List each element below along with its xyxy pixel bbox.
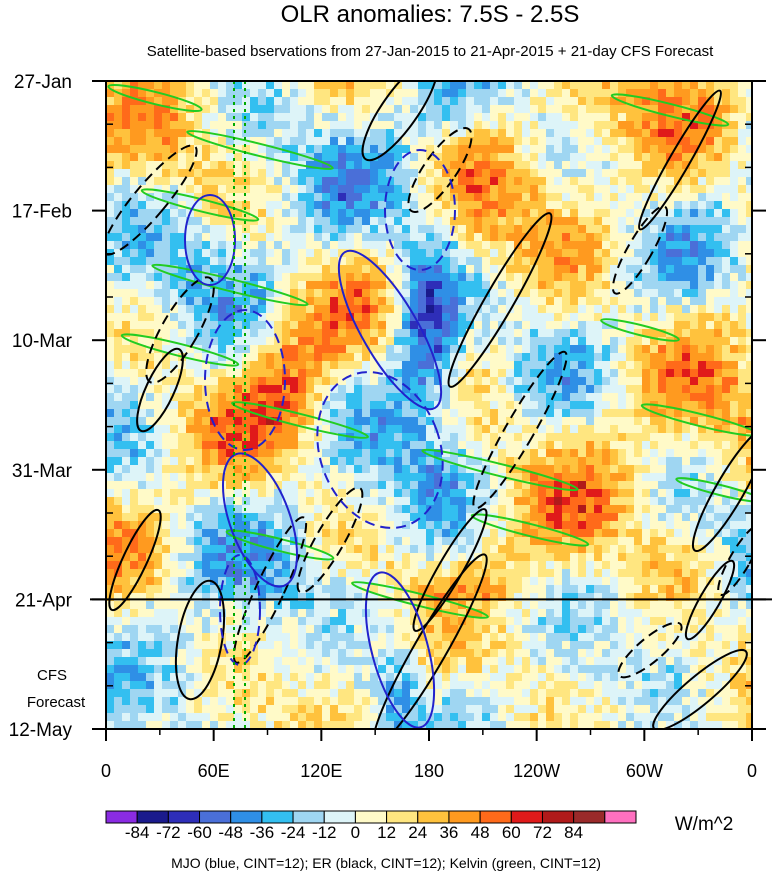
er-contours [108,81,752,729]
colorbar-swatch [199,810,232,824]
y-tick-label: 17-Feb [12,202,72,223]
colorbar-label: -12 [312,823,337,842]
colorbar-swatch [136,810,169,824]
mjo-contours [184,194,443,729]
colorbar-label: -36 [250,823,275,842]
colorbar-swatch [510,810,543,824]
colorbar: -84 -72 -60 -48 -36 -24 -12 0 12 24 36 48 60 72 84 [105,810,637,842]
x-tick-label: 120E [300,761,342,781]
y-tick-label: 21-Apr [15,590,73,611]
mjo-dashed-contours [204,149,456,666]
colorbar-swatch [479,810,512,824]
filtered-anomaly-contours [106,81,752,729]
colorbar-label: 48 [471,823,490,842]
forecast-label-line2: Forecast [27,694,86,711]
x-axis: 0 60E 120E 180 120W 60W 0 [101,729,757,781]
colorbar-label: 72 [533,823,552,842]
er-dashed-contours [106,127,752,679]
x-tick-label: 60W [626,761,663,781]
colorbar-units: W/m^2 [675,814,734,835]
colorbar-label: -84 [125,823,150,842]
colorbar-swatch [230,810,263,824]
colorbar-swatch [292,810,325,824]
y-tick-label: 31-Mar [12,461,73,482]
colorbar-label: -72 [156,823,181,842]
colorbar-swatch [448,810,481,824]
colorbar-swatch [105,810,138,824]
colorbar-swatch [167,810,201,824]
colorbar-label: 0 [351,823,360,842]
olr-anomaly-field [106,81,752,729]
colorbar-swatch [323,810,356,824]
x-tick-label: 120W [513,761,560,781]
colorbar-label: 60 [502,823,521,842]
y-tick-label: 27-Jan [14,72,72,93]
colorbar-swatch [573,810,606,824]
y-axis: 27-Jan 17-Feb 10-Mar 31-Mar 21-Apr 12-May [9,72,766,741]
colorbar-swatch [354,810,388,824]
x-tick-label: 60E [198,761,230,781]
colorbar-swatch [261,810,294,824]
chart-title: OLR anomalies: 7.5S - 2.5S [281,1,580,28]
x-tick-label: 0 [747,761,757,781]
x-tick-label: 0 [101,761,111,781]
colorbar-label: 84 [564,823,583,842]
contour-note: MJO (blue, CINT=12); ER (black, CINT=12)… [171,855,601,871]
colorbar-label: 36 [439,823,458,842]
colorbar-label: 24 [408,823,427,842]
chart-subtitle: Satellite-based bservations from 27-Jan-… [147,43,714,60]
colorbar-label: -48 [218,823,243,842]
forecast-label-line1: CFS [37,667,67,684]
colorbar-label: -24 [281,823,306,842]
colorbar-swatch [541,810,575,824]
colorbar-swatch [417,810,450,824]
colorbar-swatch [604,810,637,824]
colorbar-swatch [386,810,419,824]
colorbar-label: -60 [187,823,212,842]
colorbar-label: 12 [377,823,396,842]
x-tick-label: 180 [414,761,444,781]
y-tick-label: 10-Mar [12,331,73,352]
y-tick-label: 12-May [9,720,73,741]
